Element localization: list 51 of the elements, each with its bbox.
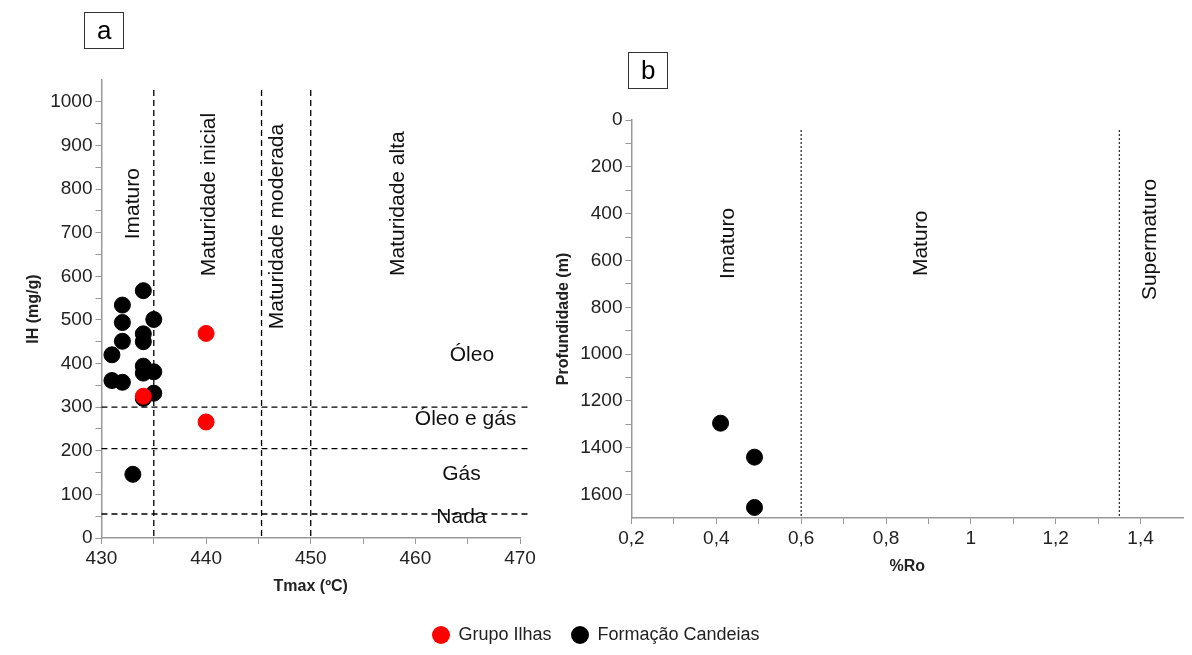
annotation: Maturo bbox=[907, 210, 931, 277]
annotation: Maturidade inicial bbox=[195, 112, 219, 277]
y-axis-title: Profundidade (m) bbox=[554, 252, 572, 386]
y-tick-label: 800 bbox=[60, 177, 93, 199]
annotation: Maturidade moderada bbox=[264, 123, 288, 330]
annotation: Nada bbox=[436, 504, 487, 528]
y-tick-label: 1400 bbox=[580, 436, 623, 457]
y-tick-label: 0 bbox=[81, 526, 93, 548]
annotation: Óleo bbox=[449, 341, 495, 365]
x-tick-label: 1,4 bbox=[1127, 526, 1155, 548]
y-tick-label: 100 bbox=[60, 482, 93, 504]
y-tick-label: 700 bbox=[60, 220, 93, 242]
x-axis-title: Tmax (ºC) bbox=[273, 576, 348, 594]
annotation: Supermaturo bbox=[1136, 178, 1160, 301]
x-tick-label: 0,8 bbox=[872, 526, 900, 548]
x-tick-label: 450 bbox=[294, 546, 327, 568]
y-tick-label: 1200 bbox=[580, 389, 623, 411]
legend-label: Formação Candeias bbox=[597, 624, 760, 645]
y-tick-label: 900 bbox=[60, 133, 93, 155]
chart-title: b bbox=[628, 52, 669, 89]
y-tick-label: 300 bbox=[60, 395, 93, 417]
x-tick-label: 430 bbox=[85, 546, 118, 568]
x-tick-label: 0,4 bbox=[703, 526, 730, 548]
y-tick-label: 200 bbox=[60, 439, 93, 460]
y-tick-label: 600 bbox=[590, 248, 623, 270]
x-tick-label: 440 bbox=[190, 546, 222, 568]
x-tick-label: 1 bbox=[965, 526, 977, 548]
y-tick-label: 400 bbox=[590, 201, 623, 223]
annotation: Imaturo bbox=[714, 207, 738, 279]
annotation: Imaturo bbox=[120, 168, 144, 240]
y-tick-label: 400 bbox=[60, 351, 93, 373]
y-tick-label: 200 bbox=[590, 155, 623, 177]
x-tick-label: 460 bbox=[399, 546, 432, 568]
y-tick-label: 1000 bbox=[580, 342, 623, 364]
x-axis-title: %Ro bbox=[889, 556, 926, 574]
y-tick-label: 600 bbox=[60, 264, 93, 286]
legend-label: Grupo Ilhas bbox=[458, 624, 552, 645]
x-tick-label: 470 bbox=[504, 546, 536, 568]
y-tick-label: 800 bbox=[590, 295, 623, 317]
annotation: Gás bbox=[442, 460, 481, 484]
chart-title: a bbox=[84, 12, 125, 49]
x-tick-label: 1,2 bbox=[1042, 526, 1069, 548]
y-tick-label: 1600 bbox=[580, 482, 623, 504]
y-tick-label: 0 bbox=[611, 108, 623, 130]
y-tick-label: 500 bbox=[60, 308, 93, 330]
y-axis-title: IH (mg/g) bbox=[24, 274, 42, 344]
annotation: Óleo e gás bbox=[414, 405, 517, 429]
x-tick-label: 0,6 bbox=[787, 526, 815, 548]
annotation: Maturidade alta bbox=[385, 130, 409, 277]
y-tick-label: 1000 bbox=[50, 90, 93, 112]
x-tick-label: 0,2 bbox=[618, 526, 645, 548]
